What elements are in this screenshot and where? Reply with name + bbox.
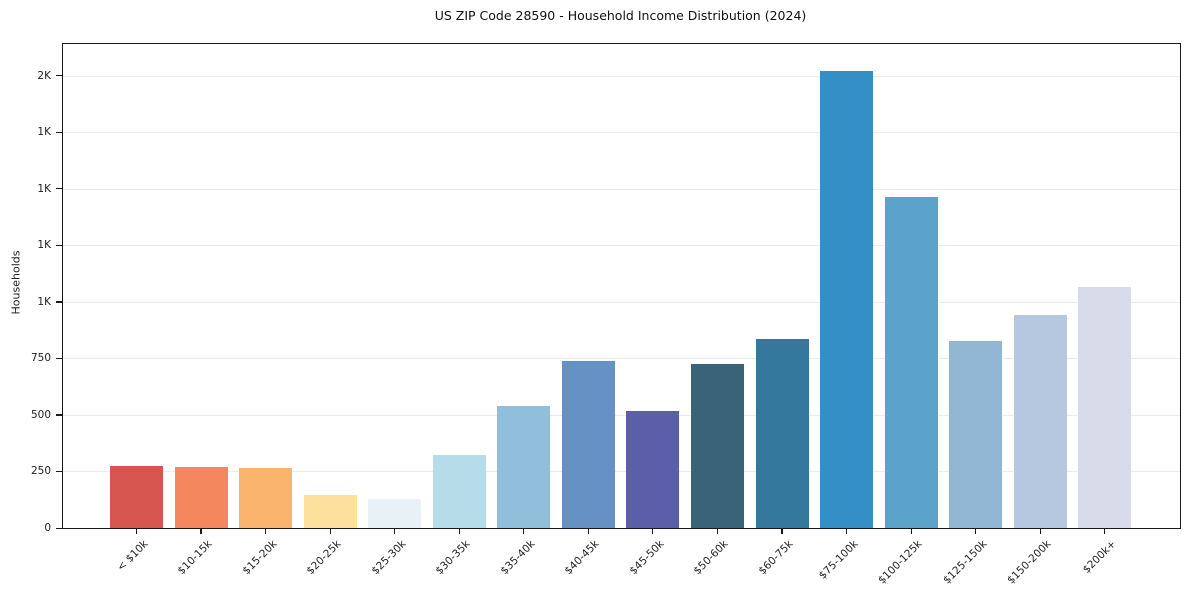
x-axis-tick-mark (523, 528, 525, 534)
y-axis-tick-mark (55, 470, 62, 473)
x-axis-tick-label: $60-75k (756, 538, 796, 578)
bar-100-125k (884, 196, 938, 528)
x-axis-tick-label: < $10k (114, 538, 150, 574)
x-axis-tick-mark (716, 528, 719, 534)
gridline (63, 301, 1180, 303)
x-axis-tick-label: $50-60k (691, 538, 731, 578)
y-axis-tick-mark (55, 188, 62, 190)
x-axis-tick-mark (652, 528, 654, 534)
y-axis-tick-mark (55, 131, 62, 133)
bar-150-200k (1013, 315, 1067, 528)
x-axis-tick-label: $45-50k (627, 538, 667, 578)
y-axis-tick-mark (55, 75, 62, 77)
x-axis-tick-mark (587, 528, 589, 534)
x-axis-tick-label: $20-25k (304, 538, 344, 578)
y-axis-tick-mark (55, 414, 62, 416)
x-axis-tick-mark (329, 528, 331, 534)
y-axis-tick-label: 1K (37, 126, 51, 139)
bar-10k (110, 466, 163, 528)
gridline (63, 245, 1180, 247)
bar-15-20k (239, 468, 293, 528)
bar-50-60k (690, 364, 744, 528)
x-axis-tick-mark (135, 528, 138, 534)
y-axis-tick-mark (55, 357, 62, 360)
y-axis-tick-label: 1K (37, 239, 51, 252)
bar-10-15k (174, 467, 228, 528)
bar-200k (1078, 287, 1132, 528)
x-axis-tick-mark (1039, 528, 1041, 534)
bar-35-40k (497, 406, 551, 528)
y-axis-tick-label: 1K (37, 182, 51, 195)
x-axis-tick-label: $200k+ (1080, 538, 1119, 576)
y-axis-tick-label: 750 (30, 352, 51, 365)
gridline (63, 414, 1180, 416)
y-axis-tick-label: 500 (30, 408, 51, 421)
bar-45-50k (626, 411, 680, 528)
gridline (63, 358, 1180, 360)
bar-125-150k (949, 340, 1003, 528)
bar-30-35k (432, 455, 486, 528)
y-axis-tick-label: 1K (37, 295, 51, 308)
x-axis-tick-label: $15-20k (239, 538, 280, 578)
chart-title: US ZIP Code 28590 - Household Income Dis… (434, 8, 807, 23)
x-axis-tick-mark (910, 528, 912, 534)
x-axis-tick-mark (394, 528, 396, 534)
x-axis-tick-mark (975, 528, 977, 534)
x-axis-tick-mark (458, 528, 460, 534)
x-axis-tick-label: $25-30k (369, 538, 409, 578)
x-axis-tick-label: $125-150k (940, 538, 990, 587)
x-axis-tick-mark (1104, 528, 1106, 534)
gridline (63, 75, 1180, 77)
plot-area: 0 250 500 750 1K 1K 1K 1K 2K < $10k $10-15k $15-20k… (31, 43, 1181, 587)
x-axis-tick-label: $35-40k (498, 538, 538, 578)
y-axis-tick-mark (55, 527, 62, 529)
x-axis-tick-mark (200, 528, 202, 534)
y-axis-tick-label: 250 (30, 465, 51, 478)
y-axis-tick-mark (55, 244, 62, 246)
x-axis-tick-mark (781, 528, 783, 534)
bar-20-25k (303, 495, 357, 528)
x-axis-tick-label: $40-45k (562, 538, 602, 578)
bar-25-30k (368, 498, 422, 528)
bar-60-75k (755, 339, 809, 528)
x-axis-tick-label: $150-200k (1005, 538, 1054, 587)
x-axis-tick-mark (265, 528, 267, 534)
bar-75-100k (820, 70, 874, 528)
x-axis-tick-label: $10-15k (175, 538, 215, 578)
y-axis-tick-label: 2K (37, 69, 51, 82)
x-axis-tick-label: $30-35k (433, 538, 473, 578)
x-axis-tick-mark (845, 528, 848, 534)
gridline (63, 188, 1180, 190)
x-axis-tick-label: $75-100k (816, 538, 861, 582)
bar-40-45k (561, 361, 615, 528)
y-axis-tick-label: 0 (44, 522, 51, 534)
gridline (63, 471, 1180, 473)
x-axis-tick-label: $100-125k (876, 538, 925, 587)
y-axis-tick-mark (55, 301, 62, 303)
gridline (63, 132, 1180, 134)
